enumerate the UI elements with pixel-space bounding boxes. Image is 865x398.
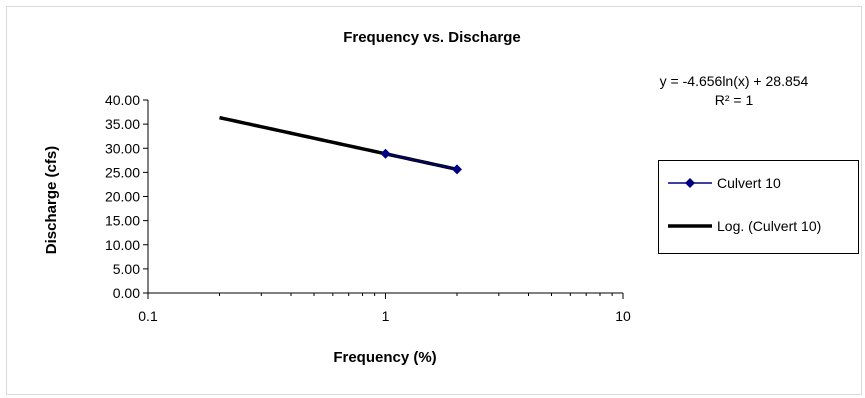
- x-tick-label: 1: [382, 308, 390, 324]
- trendline-equation: y = -4.656ln(x) + 28.854: [660, 73, 809, 89]
- x-tick-label: 0.1: [138, 308, 158, 324]
- y-tick-label: 40.00: [105, 92, 140, 108]
- y-tick-label: 35.00: [105, 116, 140, 132]
- x-tick-label: 10: [615, 308, 631, 324]
- y-tick-label: 10.00: [105, 237, 140, 253]
- y-tick-label: 30.00: [105, 140, 140, 156]
- series-line-culvert-10: [385, 153, 458, 171]
- legend-marker-culvert-10: [685, 178, 695, 188]
- data-point: [451, 164, 462, 175]
- y-tick-label: 5.00: [113, 261, 140, 277]
- chart-title: Frequency vs. Discharge: [343, 29, 521, 46]
- y-tick-label: 0.00: [113, 285, 140, 301]
- plot-area: [219, 115, 462, 175]
- data-point: [380, 148, 391, 159]
- trendline-r-squared: R² = 1: [715, 92, 754, 108]
- legend-box: [658, 160, 859, 254]
- legend-label-trendline: Log. (Culvert 10): [717, 218, 821, 234]
- y-tick-label: 20.00: [105, 189, 140, 205]
- y-axis-label: Discharge (cfs): [43, 146, 60, 254]
- y-tick-label: 15.00: [105, 213, 140, 229]
- x-axis: 0.1 1 10: [138, 292, 631, 324]
- x-axis-label: Frequency (%): [333, 349, 436, 366]
- legend-label-culvert-10: Culvert 10: [717, 175, 781, 191]
- y-axis: 0.00 5.00 10.00 15.00 20.00 25.00 30.00 35.00 40…: [105, 92, 149, 301]
- legend: Culvert 10 Log. (Culvert 10): [658, 160, 859, 254]
- y-tick-label: 25.00: [105, 164, 140, 180]
